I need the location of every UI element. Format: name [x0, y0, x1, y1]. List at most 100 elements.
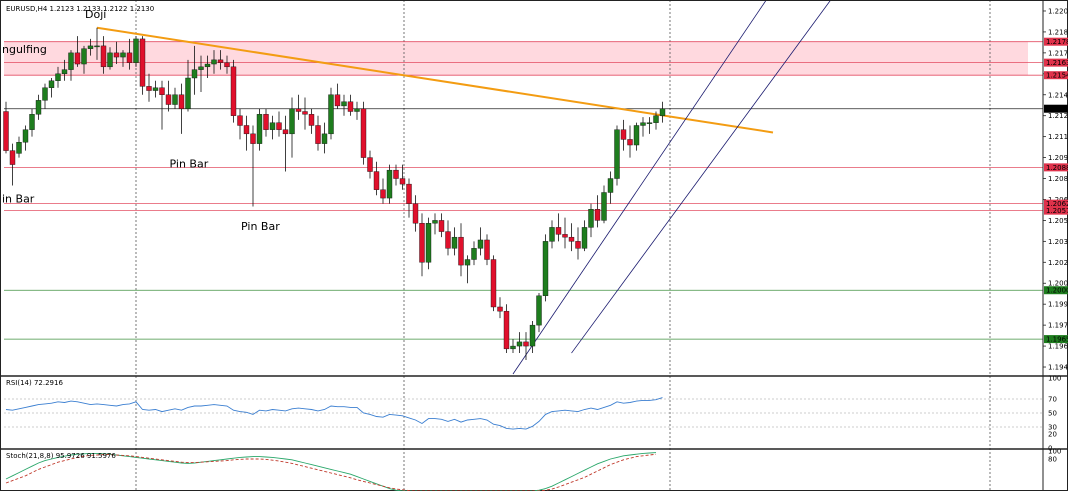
- annotation-label: Doji: [85, 8, 106, 21]
- candle-body: [133, 38, 139, 63]
- candle-body: [594, 209, 601, 221]
- candle-body: [211, 59, 217, 65]
- y-tick-label: 1.1975: [1048, 322, 1068, 330]
- candle-body: [35, 100, 42, 115]
- y-tick-label: 1.2050: [1048, 217, 1068, 225]
- candle-body: [360, 108, 367, 158]
- candle-body: [42, 87, 48, 101]
- candle-body: [646, 122, 653, 124]
- candle-body: [185, 77, 191, 109]
- rsi-title: RSI(14) 72.2916: [6, 379, 63, 387]
- candle-body: [321, 133, 328, 144]
- candle-body: [386, 169, 393, 199]
- candle-body: [627, 139, 633, 146]
- level-badge-label: 1.2130: [1046, 105, 1068, 113]
- candle-body: [432, 220, 438, 224]
- candle-body: [614, 129, 620, 179]
- channel-line-1: [571, 0, 832, 354]
- candle-body: [542, 241, 549, 297]
- rsi-line: [5, 397, 663, 430]
- candle-body: [536, 295, 542, 326]
- y-tick-label: 1.2110: [1048, 133, 1068, 141]
- candle-body: [380, 189, 386, 199]
- candle-body: [295, 108, 302, 112]
- candle-body: [620, 129, 627, 140]
- rsi-tick-label: 70: [1048, 396, 1057, 404]
- candle-body: [3, 111, 9, 151]
- stoch-main-line: [5, 452, 657, 492]
- rsi-tick-label: 20: [1048, 431, 1057, 439]
- candle-body: [152, 87, 159, 91]
- candle-body: [633, 125, 640, 146]
- candle-body: [159, 87, 165, 95]
- level-badge-label: 1.2088: [1046, 164, 1068, 172]
- y-tick-label: 1.2200: [1048, 7, 1068, 15]
- candle-body: [256, 114, 263, 144]
- candle-body: [334, 94, 341, 107]
- candle-body: [659, 108, 666, 116]
- candle-body: [165, 94, 172, 105]
- candle-body: [178, 94, 185, 109]
- candle-body: [425, 223, 432, 263]
- candle-body: [224, 62, 230, 68]
- candle-body: [484, 239, 490, 260]
- y-tick-label: 1.2080: [1048, 175, 1068, 183]
- candle-body: [113, 52, 120, 58]
- level-badge: [1044, 37, 1068, 46]
- candle-body: [243, 125, 250, 135]
- candle-body: [354, 108, 360, 112]
- candle-body: [477, 239, 484, 249]
- level-badge: [1044, 163, 1068, 172]
- stoch-title: Stoch(21,8,8) 95.9726 91.5976: [6, 452, 116, 460]
- y-tick-label: 1.2185: [1048, 28, 1068, 36]
- y-tick-label: 1.2125: [1048, 112, 1068, 120]
- candle-body: [204, 63, 211, 68]
- y-tick-label: 1.2170: [1048, 49, 1068, 57]
- candle-body: [516, 341, 523, 347]
- candle-body: [393, 169, 399, 179]
- symbol-title: EURUSD,H4 1.2123 1.2133 1.2122 1.2130: [6, 5, 154, 13]
- y-tick-label: 1.2095: [1048, 154, 1068, 162]
- candle-body: [302, 111, 308, 115]
- candle-body: [81, 48, 87, 65]
- candle-body: [263, 114, 269, 130]
- candle-body: [328, 94, 334, 135]
- candle-body: [230, 66, 237, 116]
- candle-body: [549, 227, 555, 242]
- level-badge: [1044, 104, 1068, 113]
- candle-body: [458, 236, 464, 266]
- candle-body: [146, 86, 152, 91]
- candle-body: [100, 45, 107, 68]
- candle-body: [575, 241, 581, 249]
- level-badge-label: 1.2163: [1046, 59, 1068, 67]
- candle-body: [172, 94, 178, 105]
- candle-body: [438, 220, 445, 232]
- candle-body: [315, 125, 321, 144]
- candle-body: [555, 227, 562, 235]
- candle-body: [562, 234, 568, 238]
- candle-body: [399, 178, 406, 185]
- level-badge: [1044, 335, 1068, 344]
- candle-body: [237, 115, 243, 126]
- candle-body: [529, 324, 536, 347]
- y-tick-label: 1.1960: [1048, 343, 1068, 351]
- candle-body: [653, 115, 659, 123]
- candle-body: [217, 59, 224, 63]
- level-badge: [1044, 58, 1068, 67]
- candle-body: [445, 231, 451, 249]
- rsi-tick-label: 100: [1048, 375, 1061, 383]
- stoch-tick-label: 100: [1048, 448, 1061, 456]
- rsi-tick-label: 50: [1048, 410, 1057, 418]
- annotation-label: Pin Bar: [170, 157, 209, 170]
- candle-body: [16, 142, 22, 154]
- resistance-zone: [4, 41, 1028, 76]
- candle-body: [471, 248, 477, 260]
- candle-body: [640, 122, 646, 126]
- annotation-label: Pin Bar: [241, 220, 280, 233]
- candle-body: [464, 259, 471, 266]
- level-badge: [1044, 206, 1068, 215]
- candle-body: [74, 52, 81, 65]
- annotation-label: ngulfing: [2, 43, 47, 56]
